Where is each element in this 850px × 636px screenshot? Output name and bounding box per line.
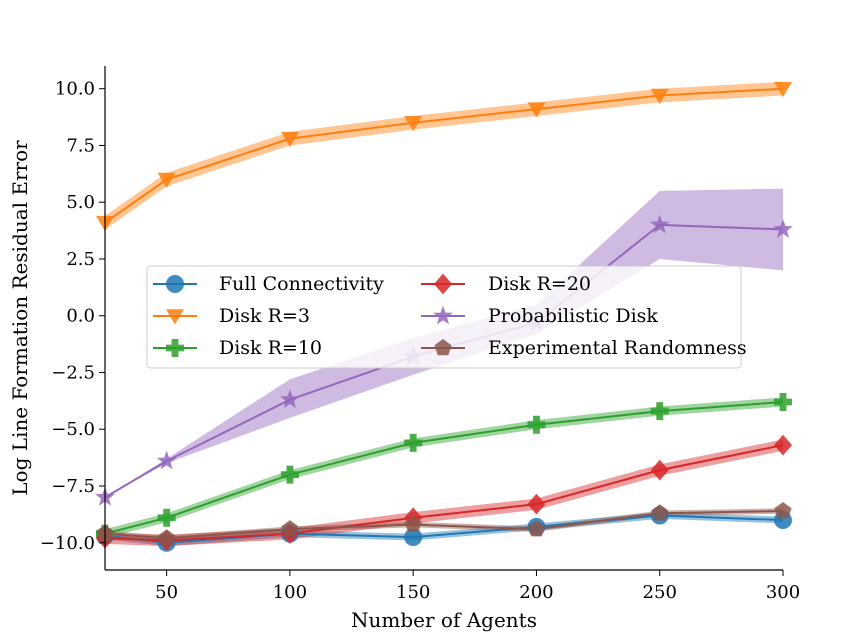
series-markers [95, 81, 793, 552]
point-experimental-randomness [527, 520, 546, 537]
point-disk-r-10 [650, 402, 669, 421]
y-tick-label: 0.0 [66, 306, 95, 327]
point-disk-r-3 [527, 102, 546, 118]
point-disk-r-3 [650, 88, 669, 105]
x-tick-label: 50 [155, 582, 178, 603]
y-tick-label: 2.5 [66, 249, 95, 270]
x-tick-label: 100 [273, 582, 307, 603]
legend-marker-disk-r-10 [166, 339, 184, 357]
point-probabilistic-disk [156, 450, 177, 470]
y-tick-label: −10.0 [40, 533, 95, 554]
legend-label-disk-r-3: Disk R=3 [219, 305, 310, 327]
point-probabilistic-disk [773, 219, 793, 238]
band-experimental-randomness [105, 508, 783, 541]
point-probabilistic-disk [280, 389, 300, 409]
y-tick-label: 7.5 [66, 135, 95, 156]
legend: Full Connectivity Disk R=3 Disk R=10 Disk R… [146, 265, 747, 369]
point-probabilistic-disk [649, 214, 670, 234]
point-disk-r-10 [280, 465, 299, 484]
point-disk-r-3 [157, 172, 176, 189]
y-tick-label: −2.5 [51, 362, 95, 383]
point-disk-r-20 [774, 434, 792, 456]
point-disk-r-10 [527, 415, 546, 434]
point-experimental-randomness [158, 529, 176, 546]
x-tick-label: 150 [396, 582, 430, 603]
legend-label-disk-r-20: Disk R=20 [488, 273, 591, 295]
point-disk-r-3 [280, 131, 299, 148]
legend-label-probabilistic-disk: Probabilistic Disk [488, 305, 658, 327]
point-disk-r-20 [650, 459, 669, 481]
legend-label-disk-r-10: Disk R=10 [219, 337, 322, 359]
band-disk-r-20 [105, 439, 783, 547]
legend-label-full-connectivity: Full Connectivity [219, 273, 384, 295]
point-disk-r-3 [404, 116, 423, 132]
x-tick-label: 200 [519, 582, 553, 603]
y-tick-label: −5.0 [51, 419, 95, 440]
y-axis-label: Log Line Formation Residual Error [8, 140, 32, 496]
point-disk-r-10 [404, 433, 423, 452]
point-full-connectivity [404, 528, 423, 547]
point-experimental-randomness [404, 515, 422, 532]
legend-marker-probabilistic-disk [433, 305, 453, 325]
point-disk-r-10 [157, 508, 176, 527]
x-tick-label: 250 [643, 582, 677, 603]
legend-marker-experimental-randomness [434, 339, 452, 356]
legend-marker-disk-r-3 [166, 309, 184, 325]
y-tick-label: −7.5 [51, 476, 95, 497]
axes: −10.0 −7.5 −5.0 −2.5 0.0 2.5 5.0 7.5 10.0 50 100 15… [40, 66, 800, 603]
point-experimental-randomness [774, 501, 792, 519]
point-experimental-randomness [651, 504, 669, 521]
y-tick-label: 10.0 [55, 79, 95, 100]
y-tick-label: 5.0 [66, 192, 95, 213]
legend-label-experimental-randomness: Experimental Randomness [488, 337, 747, 359]
x-axis-label: Number of Agents [351, 608, 537, 632]
point-experimental-randomness [281, 520, 299, 537]
x-tick-label: 300 [766, 582, 800, 603]
point-disk-r-3 [774, 81, 792, 98]
legend-marker-full-connectivity [166, 275, 184, 293]
point-disk-r-10 [774, 393, 792, 411]
point-disk-r-20 [527, 493, 546, 515]
legend-marker-disk-r-20 [434, 273, 452, 295]
